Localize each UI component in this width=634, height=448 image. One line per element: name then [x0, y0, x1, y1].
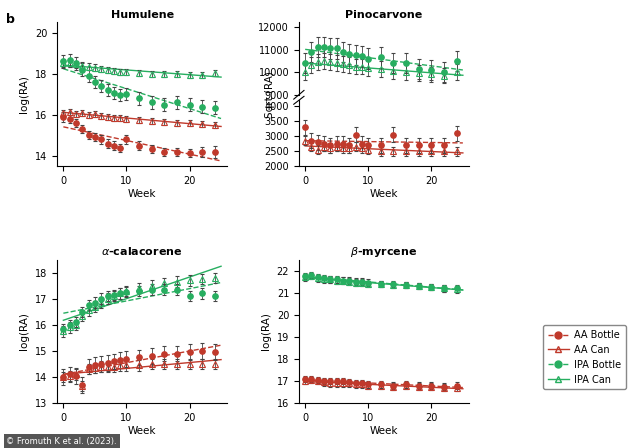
- Y-axis label: log(RA): log(RA): [261, 312, 271, 350]
- Title: $\beta$-myrcene: $\beta$-myrcene: [351, 246, 418, 259]
- X-axis label: Week: Week: [128, 426, 157, 436]
- Title: $\alpha$-calacorene: $\alpha$-calacorene: [101, 246, 183, 257]
- Legend: AA Bottle, AA Can, IPA Bottle, IPA Can: AA Bottle, AA Can, IPA Bottle, IPA Can: [543, 325, 626, 389]
- X-axis label: Week: Week: [128, 189, 157, 198]
- X-axis label: Week: Week: [370, 426, 398, 436]
- X-axis label: Week: Week: [370, 189, 398, 198]
- Text: Sqrt (RA): Sqrt (RA): [266, 71, 275, 118]
- Title: Humulene: Humulene: [111, 10, 174, 20]
- Y-axis label: log(RA): log(RA): [20, 312, 29, 350]
- Text: © Fromuth K et al. (2023).: © Fromuth K et al. (2023).: [6, 437, 117, 446]
- Text: b: b: [6, 13, 15, 26]
- Title: Pinocarvone: Pinocarvone: [346, 10, 423, 20]
- Y-axis label: log(RA): log(RA): [20, 75, 29, 113]
